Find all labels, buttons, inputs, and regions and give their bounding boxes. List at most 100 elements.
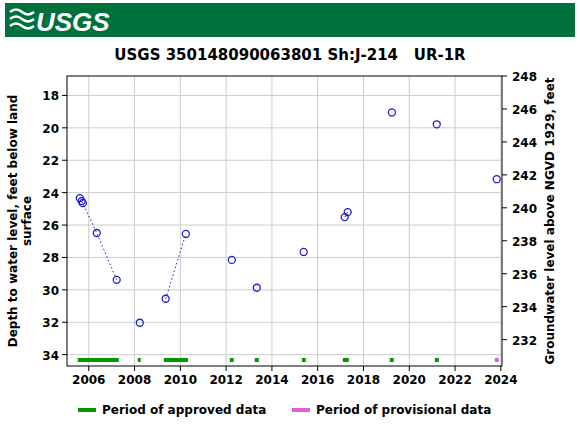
data-point xyxy=(493,176,500,183)
tick-label: 2014 xyxy=(255,373,288,387)
grid-line xyxy=(67,160,502,161)
tick xyxy=(62,322,67,323)
data-point xyxy=(136,319,143,326)
grid-line xyxy=(67,322,502,323)
tick xyxy=(62,192,67,193)
data-line xyxy=(166,234,186,299)
period-bar xyxy=(255,358,259,362)
tick xyxy=(502,141,507,142)
grid-line xyxy=(67,95,502,96)
title: USGS 350148090063801 Sh:J-214 UR-1R xyxy=(114,46,466,64)
data-point xyxy=(300,248,307,255)
grid-line xyxy=(409,76,410,366)
grid-line xyxy=(67,192,502,193)
period-bar xyxy=(78,358,119,362)
tick-label: 2018 xyxy=(347,373,380,387)
grid-line xyxy=(88,76,89,366)
tick-label: 238 xyxy=(512,235,537,249)
tick-label: 240 xyxy=(512,202,537,216)
tick-label: 2006 xyxy=(72,373,105,387)
grid-line xyxy=(67,289,502,290)
tick xyxy=(62,225,67,226)
data-point xyxy=(228,256,235,263)
data-point xyxy=(388,109,395,116)
data-point xyxy=(113,276,120,283)
tick xyxy=(502,306,507,307)
data-point xyxy=(433,121,440,128)
tick-label: 246 xyxy=(512,103,537,117)
period-bar xyxy=(495,358,499,362)
tick-label: 18 xyxy=(42,89,59,103)
tick xyxy=(502,240,507,241)
grid-line xyxy=(134,76,135,366)
tick-label: 34 xyxy=(42,349,59,363)
data-point xyxy=(162,295,169,302)
tick-label: 32 xyxy=(42,316,59,330)
period-bar xyxy=(302,358,306,362)
data-point xyxy=(93,229,100,236)
y2-axis-label: Groundwater level above NGVD 1929, feet xyxy=(543,77,557,364)
grid-line xyxy=(180,76,181,366)
grid-line xyxy=(455,76,456,366)
tick xyxy=(62,257,67,258)
tick xyxy=(62,289,67,290)
tick xyxy=(226,366,227,371)
grid-line xyxy=(226,76,227,366)
tick xyxy=(502,207,507,208)
data-point xyxy=(344,209,351,216)
y-axis-label: surface xyxy=(20,196,34,246)
data-point xyxy=(253,284,260,291)
tick-label: 248 xyxy=(512,70,537,84)
tick-label: 2022 xyxy=(438,373,471,387)
logo-wave xyxy=(10,10,34,15)
logo-wave xyxy=(10,17,34,22)
period-bar xyxy=(343,358,349,362)
tick xyxy=(271,366,272,371)
chart: USGSUSGS 350148090063801 Sh:J-214 UR-1R 1… xyxy=(0,0,580,430)
tick-label: 22 xyxy=(42,154,59,168)
banner xyxy=(5,3,575,37)
tick-label: 232 xyxy=(512,334,537,348)
grid xyxy=(62,76,507,371)
grid-line xyxy=(67,354,502,355)
tick xyxy=(502,174,507,175)
plot-marks xyxy=(76,109,500,362)
logo: USGS xyxy=(10,7,110,37)
tick-label: 2016 xyxy=(301,373,334,387)
grid-line xyxy=(67,225,502,226)
grid-line xyxy=(363,76,364,366)
tick-label: 236 xyxy=(512,268,537,282)
tick xyxy=(363,366,364,371)
grid-line xyxy=(317,76,318,366)
legend-swatch xyxy=(78,408,96,412)
period-bar xyxy=(164,358,188,362)
tick-label: 30 xyxy=(42,284,59,298)
tick xyxy=(62,160,67,161)
tick-label: 234 xyxy=(512,301,537,315)
tick xyxy=(180,366,181,371)
data-line xyxy=(80,198,117,280)
plot-frame xyxy=(67,76,502,366)
y-axis-label: Depth to water level, feet below land xyxy=(6,95,20,348)
period-bar xyxy=(230,358,234,362)
tick xyxy=(88,366,89,371)
data-point xyxy=(79,200,86,207)
tick-label: 2020 xyxy=(393,373,426,387)
tick-label: 24 xyxy=(42,187,59,201)
tick-label: 20 xyxy=(42,122,59,136)
tick-label: 244 xyxy=(512,136,537,150)
tick-label: 2008 xyxy=(118,373,151,387)
period-bar xyxy=(390,358,394,362)
tick xyxy=(502,76,507,77)
tick xyxy=(62,95,67,96)
tick xyxy=(502,339,507,340)
logo-text: USGS xyxy=(36,7,110,37)
tick-label: 26 xyxy=(42,219,59,233)
tick xyxy=(502,108,507,109)
tick-label: 2012 xyxy=(209,373,242,387)
tick xyxy=(500,366,501,371)
tick xyxy=(134,366,135,371)
tick xyxy=(502,273,507,274)
period-bar xyxy=(138,358,141,362)
legend-swatch xyxy=(292,408,310,412)
